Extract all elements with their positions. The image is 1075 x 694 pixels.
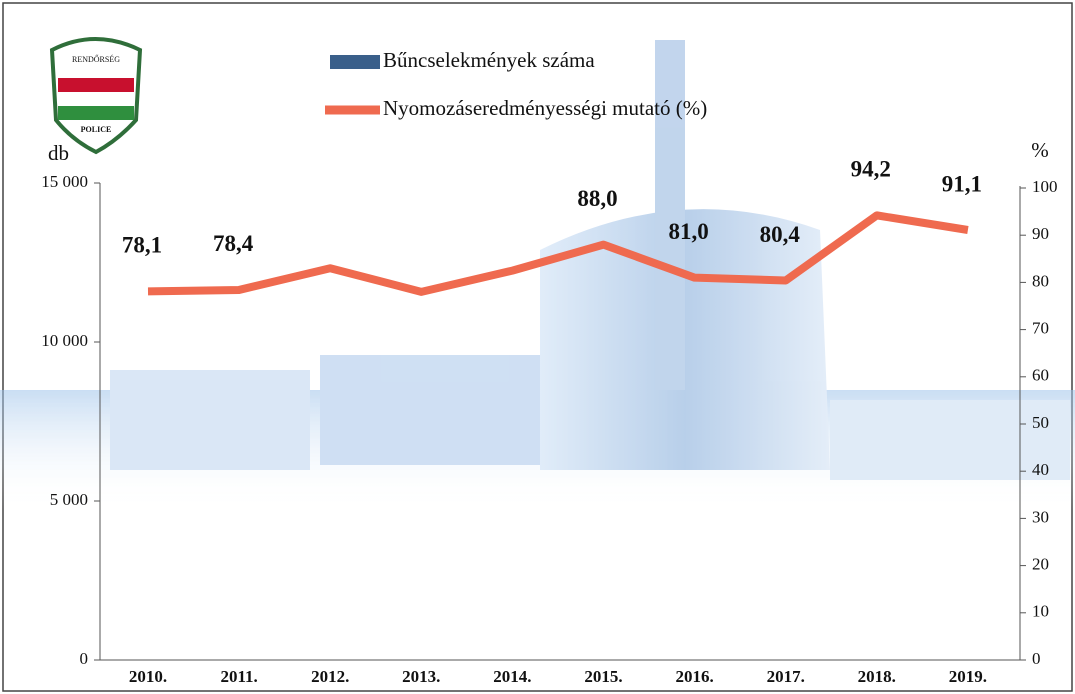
y2-tick-label: 90 xyxy=(1032,224,1049,243)
y-axis-label: db xyxy=(48,141,69,165)
legend-swatch xyxy=(330,55,380,69)
y2-tick-label: 0 xyxy=(1032,649,1041,668)
value-label: 78,4 xyxy=(213,231,254,256)
x-tick-label: 2016. xyxy=(675,667,713,686)
y2-axis-label: % xyxy=(1031,138,1049,162)
y2-tick-label: 80 xyxy=(1032,271,1049,290)
y2-tick-label: 20 xyxy=(1032,555,1049,574)
x-tick-label: 2018. xyxy=(858,667,896,686)
legend-label: Bűncselekmények száma xyxy=(383,48,595,72)
y2-tick-label: 30 xyxy=(1032,507,1049,526)
x-tick-label: 2017. xyxy=(767,667,805,686)
value-label: 88,0 xyxy=(577,186,617,211)
x-tick-label: 2012. xyxy=(311,667,349,686)
x-tick-label: 2010. xyxy=(129,667,167,686)
value-label: 94,2 xyxy=(851,157,891,182)
page: RENDŐRSÉG POLICE db % 0 5 000 10 000 15 000… xyxy=(0,0,1075,694)
logo-text: POLICE xyxy=(81,125,112,134)
x-tick-label: 2011. xyxy=(220,667,257,686)
y2-tick-label: 100 xyxy=(1032,177,1058,196)
value-label: 78,1 xyxy=(122,233,162,258)
y-tick-label: 10 000 xyxy=(41,331,88,350)
value-label: 91,1 xyxy=(942,171,982,196)
y-tick-label: 0 xyxy=(80,649,89,668)
y-tick-label: 15 000 xyxy=(41,172,88,191)
value-label: 81,0 xyxy=(668,219,708,244)
x-tick-label: 2013. xyxy=(402,667,440,686)
value-label: 80,4 xyxy=(760,222,801,247)
y2-tick-label: 70 xyxy=(1032,319,1049,338)
y2-tick-label: 40 xyxy=(1032,460,1049,479)
chart: RENDŐRSÉG POLICE db % 0 5 000 10 000 15 000… xyxy=(0,0,1075,694)
x-tick-label: 2015. xyxy=(584,667,622,686)
y-tick-label: 5 000 xyxy=(50,490,88,509)
legend-label: Nyomozáseredményességi mutató (%) xyxy=(383,96,707,120)
y2-tick-label: 50 xyxy=(1032,413,1049,432)
logo-text: RENDŐRSÉG xyxy=(72,54,120,64)
y2-tick-label: 60 xyxy=(1032,366,1049,385)
y2-tick-label: 10 xyxy=(1032,602,1049,621)
x-tick-label: 2014. xyxy=(493,667,531,686)
x-tick-label: 2019. xyxy=(949,667,987,686)
